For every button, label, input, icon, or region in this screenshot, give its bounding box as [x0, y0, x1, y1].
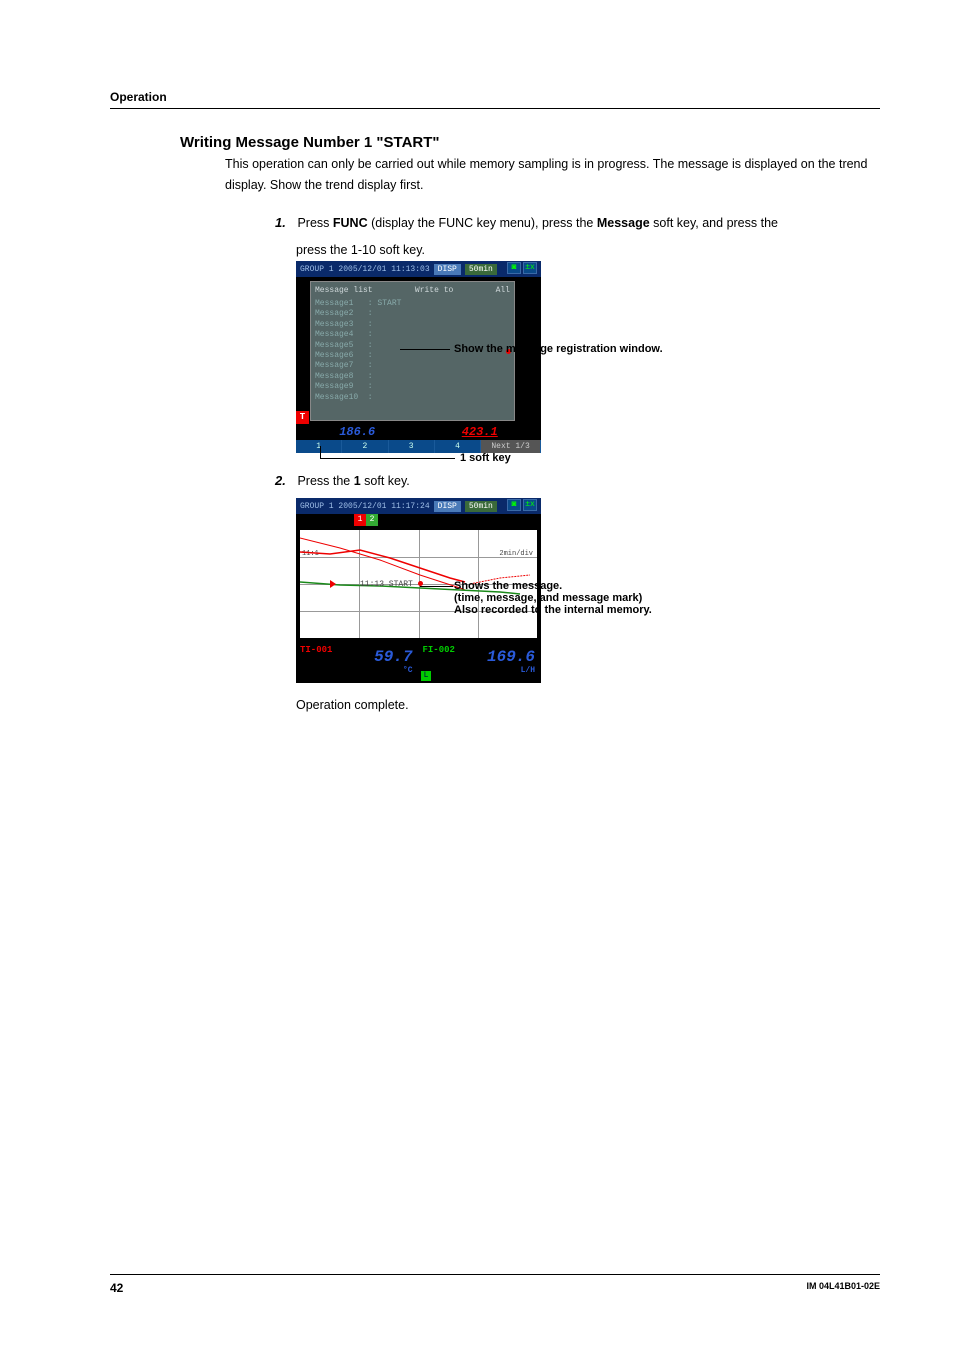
titlebar: GROUP 1 2005/12/01 11:17:24 DISP 50min ◙…: [296, 498, 541, 514]
intro-text: This operation can only be carried out w…: [225, 154, 880, 197]
step1-suffix: soft key.: [376, 243, 425, 257]
msg-list-header: Message list Write to All: [315, 286, 510, 295]
title-icons: ◙ ±x: [507, 499, 537, 511]
ch2-value: 169.6: [419, 648, 542, 666]
title-time: 2005/12/01 11:17:24: [338, 502, 429, 511]
callout-line: [400, 349, 450, 350]
msg-item: Message7 :: [315, 361, 510, 371]
msg-hdr-right: All: [496, 286, 510, 295]
msg-item: Message3 :: [315, 320, 510, 330]
msg-item: Message4 :: [315, 330, 510, 340]
step-number: 2.: [275, 473, 293, 488]
step1-cont: press the 1-10 soft key.: [296, 240, 880, 261]
camera-icon: ◙: [507, 262, 521, 274]
callout-line2: (time, message, and message mark): [454, 592, 652, 604]
readings: 59.7 °C 169.6 L/H: [296, 648, 541, 675]
plusminus-icon: ±x: [523, 262, 537, 274]
msg-item: Message10 :: [315, 393, 510, 403]
step-2: 2. Press the 1 soft key.: [275, 471, 880, 492]
callout-line3: Also recorded to the internal memory.: [454, 604, 652, 616]
title-group: GROUP 1: [300, 502, 334, 511]
msg-item: Message8 :: [315, 372, 510, 382]
step-text: Press FUNC (display the FUNC key menu), …: [297, 216, 778, 230]
title-group: GROUP 1: [300, 265, 334, 274]
page-heading: Writing Message Number 1 "START": [180, 134, 880, 151]
page-number: 42: [110, 1281, 123, 1295]
step-number: 1.: [275, 215, 293, 230]
step2-suffix: soft key.: [361, 474, 410, 488]
channel-2[interactable]: 2: [366, 514, 378, 526]
operation-complete: Operation complete.: [296, 695, 880, 716]
l-icon: L: [421, 671, 431, 681]
title-icons: ◙ ±x: [507, 262, 537, 274]
span-badge: 50min: [465, 501, 497, 512]
callout-softkey-1: 1 soft key: [460, 452, 511, 464]
section-header: Operation: [110, 90, 880, 109]
callout-reg-window: Show the message registration window.: [454, 343, 663, 355]
one-key: 1: [354, 474, 361, 488]
step1-prefix: Press: [297, 216, 332, 230]
range-key: 1-10: [351, 243, 376, 257]
disp-badge: DISP: [434, 501, 461, 512]
step1-mid2: soft key, and press the: [650, 216, 778, 230]
softkey-2[interactable]: 2: [342, 440, 388, 453]
msg-item: Message1 : START: [315, 299, 510, 309]
page-footer: 42 IM 04L41B01-02E: [110, 1274, 880, 1295]
channel-1[interactable]: 1: [354, 514, 366, 526]
softkey-3[interactable]: 3: [389, 440, 435, 453]
msg-hdr-mid: Write to: [415, 286, 453, 295]
step-1: 1. Press FUNC (display the FUNC key menu…: [275, 213, 880, 234]
document-id: IM 04L41B01-02E: [806, 1281, 880, 1295]
camera-icon: ◙: [507, 499, 521, 511]
ch1-unit: °C: [296, 666, 419, 675]
ch2-unit: L/H: [419, 666, 542, 675]
span-badge: 50min: [465, 264, 497, 275]
disp-badge: DISP: [434, 264, 461, 275]
plusminus-icon: ±x: [523, 499, 537, 511]
step-text: Press the 1 soft key.: [297, 474, 409, 488]
message-mark: 11:13 START: [360, 580, 413, 589]
msg-hdr-left: Message list: [315, 286, 373, 295]
func-key: FUNC: [333, 216, 368, 230]
titlebar: GROUP 1 2005/12/01 11:13:03 DISP 50min ◙…: [296, 261, 541, 277]
msg-item: Message2 :: [315, 309, 510, 319]
callout-line: [320, 446, 321, 458]
reading-right: 423.1: [462, 425, 498, 439]
step2-prefix: Press the: [297, 474, 353, 488]
callout-line: [420, 586, 453, 587]
callout-line1: Shows the message.: [454, 580, 652, 592]
callout-shows-msg: Shows the message. (time, message, and m…: [454, 580, 652, 616]
step1-mid1: (display the FUNC key menu), press the: [368, 216, 597, 230]
channel-tabs: 1 2: [354, 514, 378, 526]
reading-left: 186.6: [339, 425, 375, 439]
flag-icon: [330, 580, 336, 588]
step1-cont-prefix: press the: [296, 243, 351, 257]
screenshot-message-list: GROUP 1 2005/12/01 11:13:03 DISP 50min ◙…: [296, 261, 541, 453]
message-key: Message: [597, 216, 650, 230]
ch1-value: 59.7: [296, 648, 419, 666]
bottom-readings: 186.6 423.1: [296, 425, 541, 439]
callout-line: [320, 458, 455, 459]
t-badge: T: [296, 411, 309, 424]
title-time: 2005/12/01 11:13:03: [338, 265, 429, 274]
msg-item: Message9 :: [315, 382, 510, 392]
